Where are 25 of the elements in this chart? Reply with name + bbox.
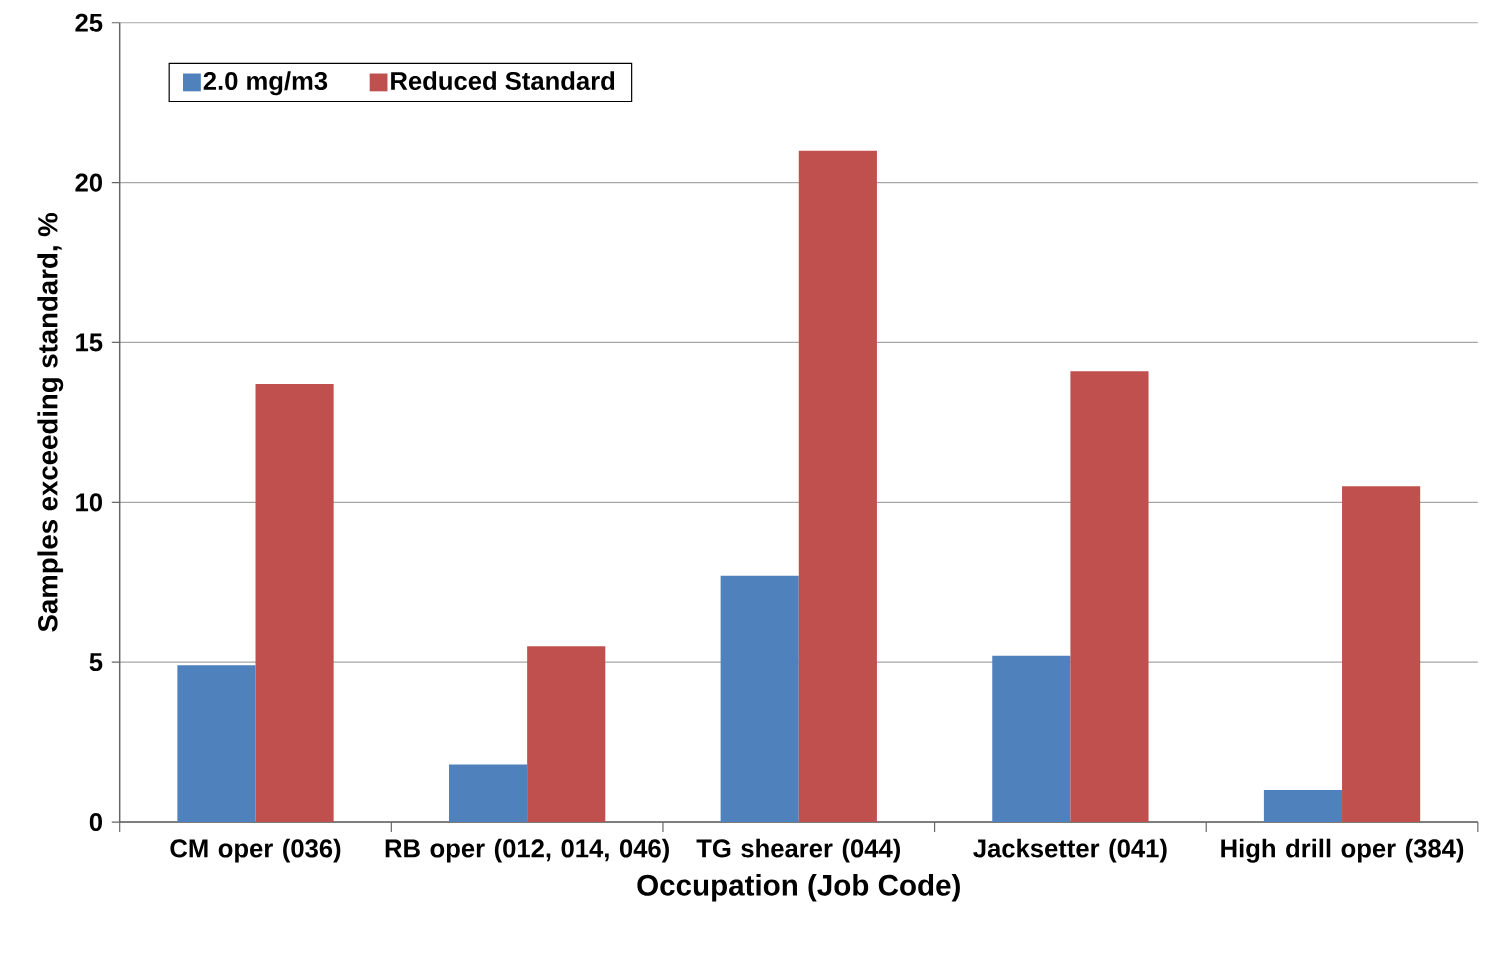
bar xyxy=(255,383,334,822)
bar xyxy=(1070,371,1149,822)
bar xyxy=(449,764,528,822)
bar xyxy=(1342,486,1421,822)
x-tick-label: High drill oper (384) xyxy=(1221,838,1464,863)
x-tick-label: CM oper (036) xyxy=(170,838,341,863)
bar xyxy=(527,645,606,822)
y-axis-title: Samples exceeding standard, % xyxy=(37,212,64,632)
bar xyxy=(992,655,1071,822)
y-tick-label: 10 xyxy=(76,493,102,512)
bar xyxy=(177,665,256,822)
legend-label: 2.0 mg/m3 xyxy=(203,70,328,95)
x-axis-title: Occupation (Job Code) xyxy=(637,873,960,902)
bar xyxy=(798,150,877,822)
x-tick-label: TG shearer (044) xyxy=(696,838,900,863)
y-tick-label: 25 xyxy=(75,13,103,32)
y-tick-label: 15 xyxy=(76,333,103,352)
bar xyxy=(720,575,799,822)
legend-label: Reduced Standard xyxy=(391,70,615,90)
bar xyxy=(1263,789,1343,822)
y-tick-label: 0 xyxy=(89,812,102,831)
x-tick-label: RB oper (012, 014, 046) xyxy=(385,838,669,863)
y-tick-label: 20 xyxy=(75,173,102,192)
y-tick-label: 5 xyxy=(89,653,103,671)
x-tick-label: Jacksetter (041) xyxy=(973,838,1167,863)
